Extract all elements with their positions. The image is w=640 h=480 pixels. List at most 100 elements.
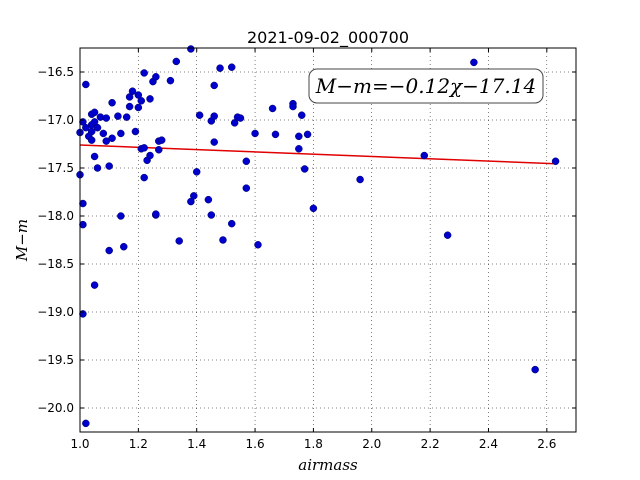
data-point — [134, 103, 143, 112]
fit-equation: M−m=−0.12χ−17.14 — [315, 74, 536, 98]
data-point — [254, 241, 262, 249]
data-point — [93, 164, 102, 172]
data-point — [172, 57, 181, 66]
y-tick-label: −19.5 — [37, 353, 74, 367]
data-point — [187, 45, 195, 53]
data-point — [137, 97, 146, 105]
data-point — [303, 130, 312, 139]
data-point — [166, 76, 175, 85]
y-tick-label: −16.5 — [37, 65, 74, 79]
data-point — [242, 184, 251, 192]
data-point — [117, 212, 125, 220]
data-point — [297, 111, 306, 119]
data-point — [420, 151, 429, 160]
data-point — [102, 114, 111, 122]
data-points — [76, 45, 560, 428]
plot-area — [80, 48, 576, 432]
x-tick-label: 2.0 — [362, 437, 381, 451]
data-point — [108, 134, 116, 142]
data-point — [175, 237, 183, 245]
data-point — [251, 129, 259, 138]
x-tick-label: 1.2 — [129, 437, 148, 451]
data-point — [125, 102, 134, 111]
data-point — [157, 136, 166, 144]
data-point — [210, 138, 218, 146]
data-point — [443, 231, 452, 239]
x-tick-label: 1.4 — [187, 437, 206, 451]
data-point — [82, 419, 90, 428]
data-point — [210, 112, 218, 120]
x-tick-label: 1.6 — [246, 437, 265, 451]
data-point — [105, 246, 113, 255]
data-point — [146, 95, 154, 103]
data-point — [140, 173, 148, 182]
y-tick-label: −17.0 — [37, 113, 74, 127]
data-point — [242, 157, 251, 166]
x-tick-label: 1.8 — [304, 437, 323, 451]
data-point — [152, 210, 160, 218]
data-point — [87, 127, 96, 136]
data-point — [470, 58, 478, 67]
data-point — [551, 157, 560, 166]
data-point — [87, 136, 96, 144]
data-point — [295, 132, 303, 141]
axis-ticks — [79, 48, 576, 432]
data-point — [93, 123, 102, 132]
data-point — [120, 242, 128, 251]
data-point — [295, 145, 303, 153]
data-point — [216, 64, 224, 72]
y-tick-label: −19.0 — [37, 305, 74, 319]
data-point — [146, 151, 154, 160]
data-point — [289, 102, 297, 111]
data-point — [268, 104, 277, 113]
data-point — [79, 220, 87, 229]
data-point — [140, 69, 148, 77]
grid — [79, 48, 576, 432]
data-point — [152, 73, 160, 81]
data-point — [117, 129, 125, 138]
y-tick-label: −18.5 — [37, 257, 74, 271]
data-point — [90, 152, 99, 161]
plot-frame — [79, 47, 577, 433]
x-axis-label: airmass — [298, 456, 358, 474]
data-point — [271, 130, 280, 139]
x-tick-label: 2.6 — [537, 437, 556, 451]
data-point — [90, 108, 99, 117]
data-point — [108, 98, 116, 107]
y-tick-label: −20.0 — [37, 401, 74, 415]
y-axis-label: M−m — [13, 219, 31, 262]
data-point — [131, 127, 140, 136]
data-point — [227, 63, 236, 71]
data-point — [192, 168, 201, 176]
data-point — [531, 365, 539, 374]
y-tick-label: −18.0 — [37, 209, 74, 223]
data-point — [79, 199, 87, 208]
x-tick-label: 2.2 — [421, 437, 440, 451]
data-point — [219, 236, 227, 244]
x-tick-label: 2.4 — [479, 437, 498, 451]
data-point — [227, 219, 236, 228]
data-point — [204, 195, 213, 204]
fit-equation-box — [308, 68, 544, 104]
data-point — [309, 204, 318, 213]
data-point — [122, 113, 131, 121]
data-point — [195, 111, 204, 119]
x-tick-labels: 1.0 1.2 1.4 1.6 1.8 2.0 2.2 2.4 2.6 — [70, 437, 556, 451]
data-point — [210, 81, 218, 90]
data-point — [90, 281, 99, 289]
data-point — [207, 211, 216, 219]
chart-title: 2021-09-02_000700 — [247, 28, 409, 48]
data-point — [300, 165, 309, 173]
data-point — [190, 192, 198, 200]
data-point — [105, 162, 113, 170]
y-tick-label: −17.5 — [37, 161, 74, 175]
data-point — [128, 87, 137, 95]
y-tick-labels: −16.5 −17.0 −17.5 −18.0 −18.5 −19.0 −19.5 −20.0 — [37, 65, 74, 415]
data-point — [99, 129, 108, 138]
data-point — [140, 144, 148, 152]
data-point — [356, 175, 364, 184]
data-point — [155, 146, 163, 154]
data-point — [82, 80, 90, 89]
data-point — [236, 114, 245, 122]
